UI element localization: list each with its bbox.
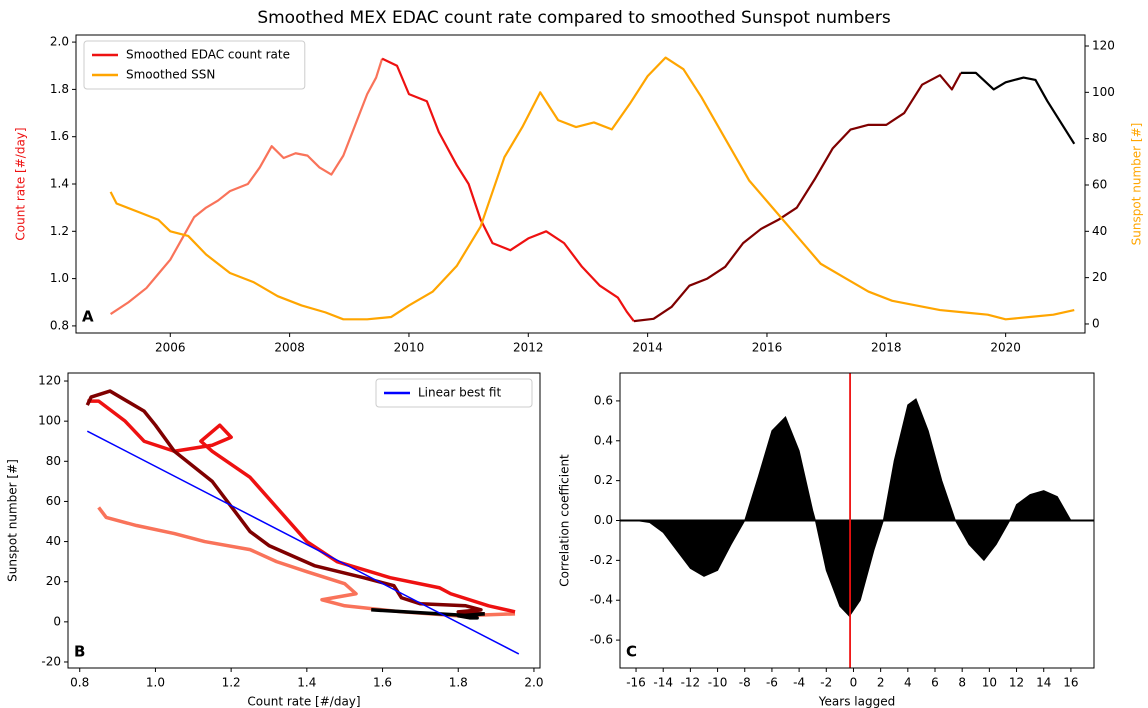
panel-label: A [82, 308, 94, 326]
y-tick-label: 1.6 [50, 129, 69, 143]
legend-label: Linear best fit [418, 386, 501, 400]
x-tick-label: 0 [850, 676, 858, 690]
y-axis-label: Correlation coefficient [558, 454, 572, 587]
y-tick-label: 1.4 [50, 177, 69, 191]
y2-tick-label: 80 [1092, 131, 1107, 145]
x-tick-label: 8 [958, 676, 966, 690]
y-tick-label: -0.2 [590, 553, 613, 567]
y-tick-label: 20 [46, 574, 61, 588]
x-tick-label: 1.2 [222, 676, 241, 690]
x-axis-label: Years lagged [818, 695, 895, 708]
y-tick-label: 0.8 [50, 318, 69, 332]
axes-frame [619, 372, 1095, 669]
y-tick-label: 120 [38, 374, 61, 388]
y-tick-label: 0.2 [594, 473, 613, 487]
x-tick-label: 14 [1036, 676, 1051, 690]
x-tick-label: -8 [739, 676, 751, 690]
y-tick-label: 40 [46, 534, 61, 548]
x-tick-label: 1.8 [449, 676, 468, 690]
series-line [86, 430, 520, 655]
x-tick-label: -16 [626, 676, 646, 690]
y-tick-label: 60 [46, 494, 61, 508]
x-tick-label: -4 [793, 676, 805, 690]
legend-label: Smoothed SSN [126, 68, 215, 82]
x-tick-label: -6 [766, 676, 778, 690]
x-tick-label: 12 [1009, 676, 1024, 690]
x-tick-label: 0.8 [70, 676, 89, 690]
y-tick-label: -0.4 [590, 593, 613, 607]
x-tick-label: 2.0 [524, 676, 543, 690]
y2-tick-label: 0 [1092, 316, 1100, 330]
x-tick-label: 2008 [274, 341, 305, 355]
y2-tick-label: 40 [1092, 224, 1107, 238]
y2-tick-label: 20 [1092, 270, 1107, 284]
y-tick-label: 1.2 [50, 224, 69, 238]
y-tick-label: 0.0 [594, 513, 613, 527]
legend-box [83, 40, 306, 90]
y-tick-label: 2.0 [50, 35, 69, 49]
x-tick-label: 2016 [752, 341, 783, 355]
y-tick-label: 0.6 [594, 393, 613, 407]
x-tick-label: 1.4 [297, 676, 316, 690]
y-tick-label: 0 [53, 614, 61, 628]
y-tick-label: -20 [41, 654, 61, 668]
y-tick-label: 1.0 [50, 271, 69, 285]
area [635, 398, 1072, 617]
series-line [109, 56, 1075, 321]
axes-frame [75, 34, 1086, 334]
x-tick-label: -2 [820, 676, 832, 690]
legend-box [375, 378, 533, 408]
x-tick-label: 1.6 [373, 676, 392, 690]
panel: 2006 2008 2010 2012 2014 2016 2018 2020 0.8 1.0 1.… [14, 34, 1144, 355]
legend-label: Smoothed EDAC count rate [126, 48, 290, 62]
x-tick-label: 2018 [871, 341, 902, 355]
series-line [110, 58, 384, 315]
panel-label: C [626, 643, 637, 661]
y2-axis-label: Sunspot number [#] [1130, 123, 1144, 246]
x-tick-label: 2014 [632, 341, 663, 355]
x-tick-label: 2 [877, 676, 885, 690]
x-tick-label: 2012 [513, 341, 544, 355]
series-line [381, 57, 635, 322]
x-tick-label: 16 [1063, 676, 1078, 690]
panel: 0.8 1.0 1.2 1.4 1.6 1.8 2.0 -20 0 20 40 60 80 100 120 S… [6, 372, 543, 708]
series-line [87, 399, 516, 614]
series-line [371, 608, 485, 620]
x-tick-label: -10 [708, 676, 728, 690]
y-tick-label: 100 [38, 414, 61, 428]
axes-frame [67, 372, 541, 669]
figure-title: Smoothed MEX EDAC count rate compared to… [257, 8, 891, 28]
x-tick-label: 4 [904, 676, 912, 690]
y-tick-label: -0.6 [590, 633, 613, 647]
y-tick-label: 1.8 [50, 82, 69, 96]
panel: -16 -14 -12 -10 -8 -6 -4 -2 0 2 4 6 8 10 12 14 16 -0.6 -0.… [558, 372, 1095, 708]
y-tick-label: 80 [46, 454, 61, 468]
series-line [960, 71, 1076, 145]
x-tick-label: 2006 [155, 341, 186, 355]
series-line [85, 389, 485, 616]
x-axis-label: Count rate [#/day] [247, 695, 360, 708]
x-tick-label: 2020 [990, 341, 1021, 355]
panel-label: B [74, 643, 85, 661]
y-axis-label: Sunspot number [#] [6, 459, 20, 582]
y-tick-label: 0.4 [594, 433, 613, 447]
y2-tick-label: 100 [1092, 85, 1115, 99]
x-tick-label: 1.0 [146, 676, 165, 690]
x-tick-label: 6 [931, 676, 939, 690]
x-tick-label: -14 [653, 676, 673, 690]
x-tick-label: 10 [982, 676, 997, 690]
x-tick-label: -12 [681, 676, 701, 690]
y-axis-label: Count rate [#/day] [14, 127, 28, 240]
series-line [633, 72, 962, 323]
x-tick-label: 2010 [394, 341, 425, 355]
y2-tick-label: 120 [1092, 39, 1115, 53]
y2-tick-label: 60 [1092, 177, 1107, 191]
